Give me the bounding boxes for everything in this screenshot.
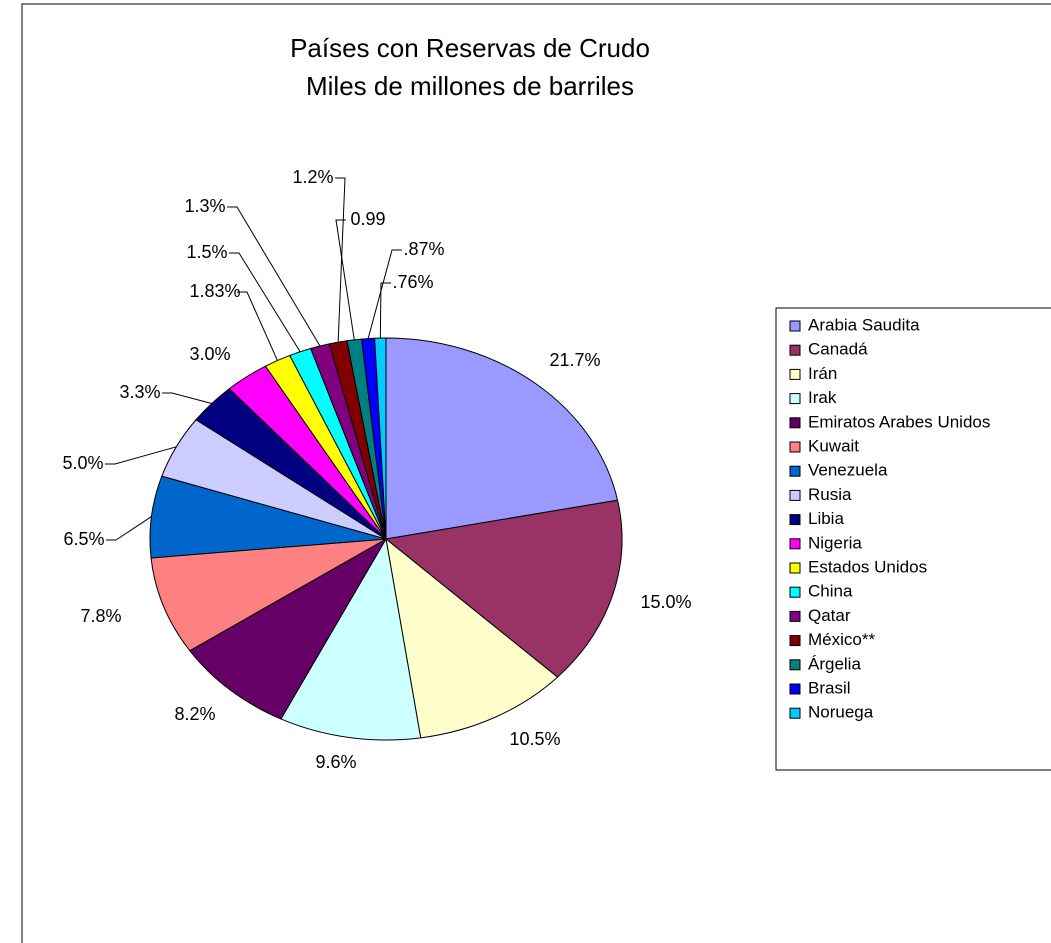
data-label: 5.0% [62,453,103,473]
legend-label: Venezuela [808,461,888,480]
data-label: 1.2% [292,167,333,187]
data-label: 1.83% [189,281,240,301]
legend-label: China [808,582,853,601]
data-label: 8.2% [174,704,215,724]
data-label: 3.0% [189,344,230,364]
legend-label: Libia [808,509,844,528]
legend-label: Noruega [808,703,874,722]
legend-label: Arabia Saudita [808,315,920,334]
legend-swatch [789,320,801,332]
data-label: .76% [392,272,433,292]
pie-slice [150,538,387,652]
pie-slice [384,499,623,678]
legend-label: Irán [808,364,837,383]
leader-line [379,282,391,339]
data-label: .87% [403,239,444,259]
data-label: 6.5% [63,529,104,549]
legend-swatch [789,683,801,695]
legend-swatch [789,635,801,647]
legend-swatch [789,514,801,526]
legend-swatch [789,586,801,598]
leader-line [106,516,152,541]
data-label: 15.0% [640,592,691,612]
legend-swatch [789,538,801,550]
legend-label: Estados Unidos [808,557,927,576]
legend-label: Emiratos Arabes Unidos [808,412,990,431]
legend-label: Árgelia [808,654,861,673]
legend-swatch [789,707,801,719]
pie-slice [374,337,387,540]
leader-line [229,252,301,353]
data-label: 1.3% [184,196,225,216]
data-label: 0.99 [350,209,385,229]
legend-label: Qatar [808,606,851,625]
legend-swatch [789,344,801,356]
pie-slice [280,537,422,741]
legend-label: Canadá [808,340,868,359]
leader-line [335,219,355,340]
chart-subtitle: Miles de millones de barriles [306,71,634,101]
leader-line [367,249,402,339]
legend-label: México** [808,630,875,649]
legend-box [775,307,1051,771]
pie-slice [385,337,619,540]
data-label: 9.6% [315,752,356,772]
legend-swatch [789,659,801,671]
legend-label: Rusia [808,485,852,504]
legend-label: Kuwait [808,436,859,455]
data-label: 3.3% [119,382,160,402]
pie-slice [385,537,559,739]
legend-label: Nigeria [808,533,862,552]
data-label: 10.5% [509,729,560,749]
legend-swatch [789,610,801,622]
legend-swatch [789,562,801,574]
data-label: 1.5% [186,242,227,262]
leader-line [227,206,321,347]
data-label: 7.8% [80,606,121,626]
data-label: 21.7% [549,350,600,370]
legend-swatch [789,417,801,429]
leader-line [162,392,212,404]
legend-swatch [789,489,801,501]
legend-swatch [789,368,801,380]
chart-title: Países con Reservas de Crudo [290,33,650,63]
pie-slice [189,537,388,720]
legend-label: Irak [808,388,837,407]
legend-label: Brasil [808,678,851,697]
legend-swatch [789,465,801,477]
leader-line [237,291,278,361]
leader-line [335,177,346,343]
legend-swatch [789,393,801,405]
legend-swatch [789,441,801,453]
leader-line [105,446,177,465]
